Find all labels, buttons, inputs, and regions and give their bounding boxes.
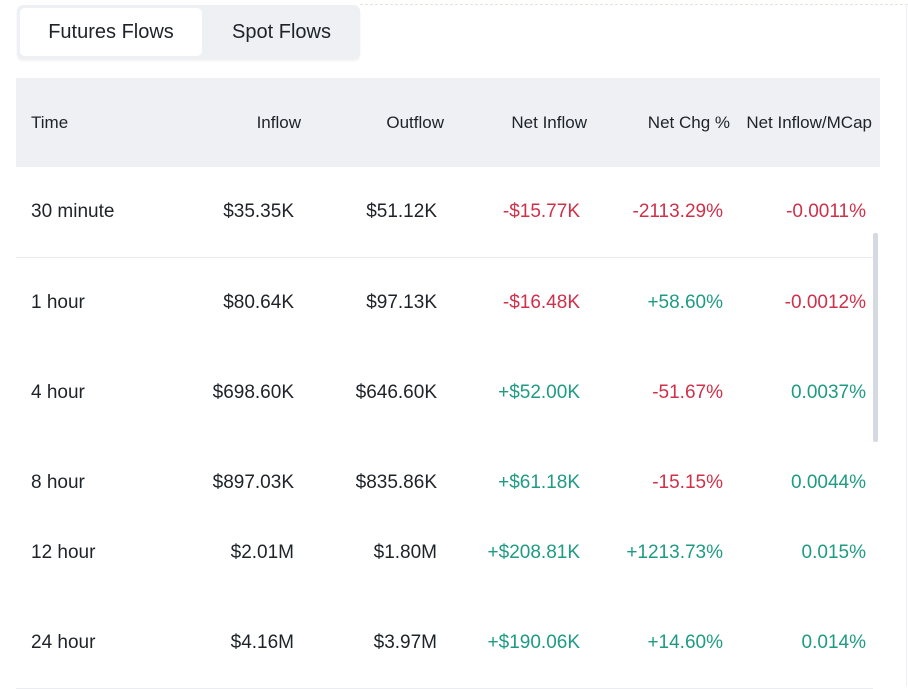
cell-net-chg: -51.67% [652, 382, 723, 403]
cell-net-chg: +14.60% [647, 632, 723, 653]
cell-time: 1 hour [31, 292, 85, 313]
cell-time: 4 hour [31, 382, 85, 403]
cell-inflow: $80.64K [223, 292, 294, 313]
header-inflow: Inflow [256, 112, 301, 132]
cell-time: 12 hour [31, 542, 96, 563]
cell-net-inflow: +$61.18K [498, 472, 580, 493]
cell-outflow: $646.60K [355, 382, 437, 403]
table-row: 30 minute $35.35K $51.12K -$15.77K -2113… [16, 167, 873, 258]
table-row: 24 hour $4.16M $3.97M +$190.06K +14.60% … [16, 598, 873, 689]
tab-futures-flows[interactable]: Futures Flows [20, 8, 202, 56]
cell-net-inflow: -$15.77K [502, 201, 580, 222]
header-net-chg: Net Chg % [647, 112, 730, 132]
cell-net-chg: -15.15% [652, 472, 723, 493]
cell-time: 24 hour [31, 632, 96, 653]
cell-net-inflow-mcap: -0.0012% [784, 292, 866, 313]
cell-outflow: $97.13K [366, 292, 437, 313]
header-time: Time [31, 112, 69, 132]
table-header: Time Inflow Outflow Net Inflow Net Chg %… [16, 78, 880, 167]
header-net-inflow: Net Inflow [511, 112, 587, 132]
cell-net-inflow: +$208.81K [487, 542, 580, 563]
cell-inflow: $698.60K [212, 382, 294, 403]
cell-time: 8 hour [31, 472, 85, 493]
cell-inflow: $4.16M [230, 632, 294, 653]
cell-outflow: $835.86K [355, 472, 437, 493]
vertical-scrollbar[interactable] [873, 233, 878, 442]
cell-net-inflow-mcap: 0.0044% [790, 472, 866, 493]
cell-net-inflow-mcap: -0.0011% [786, 201, 866, 222]
right-border [906, 4, 907, 686]
cell-net-chg: +58.60% [647, 292, 723, 313]
cell-outflow: $1.80M [373, 542, 437, 563]
table-row: 12 hour $2.01M $1.80M +$208.81K +1213.73… [16, 508, 873, 599]
cell-net-chg: +1213.73% [626, 542, 723, 563]
cell-net-inflow-mcap: 0.015% [801, 542, 866, 563]
cell-net-inflow: -$16.48K [502, 292, 580, 313]
tab-spot-flows[interactable]: Spot Flows [232, 21, 331, 43]
header-outflow: Outflow [386, 112, 444, 132]
cell-outflow: $51.12K [366, 201, 437, 222]
flow-tabs: Futures Flows Spot Flows [17, 5, 360, 59]
cell-net-inflow-mcap: 0.0037% [790, 382, 866, 403]
cell-inflow: $35.35K [223, 201, 294, 222]
cell-inflow: $2.01M [230, 542, 294, 563]
cell-net-inflow: +$52.00K [498, 382, 580, 403]
top-divider [360, 4, 908, 5]
cell-time: 30 minute [31, 201, 115, 222]
cell-outflow: $3.97M [373, 632, 437, 653]
cell-net-inflow-mcap: 0.014% [801, 632, 866, 653]
table-row: 1 hour $80.64K $97.13K -$16.48K +58.60% … [16, 258, 873, 349]
header-net-inflow-mcap: Net Inflow/MCap [746, 112, 872, 132]
table-row: 4 hour $698.60K $646.60K +$52.00K -51.67… [16, 348, 873, 439]
cell-net-chg: -2113.29% [632, 201, 724, 222]
cell-inflow: $897.03K [212, 472, 294, 493]
cell-net-inflow: +$190.06K [487, 632, 580, 653]
